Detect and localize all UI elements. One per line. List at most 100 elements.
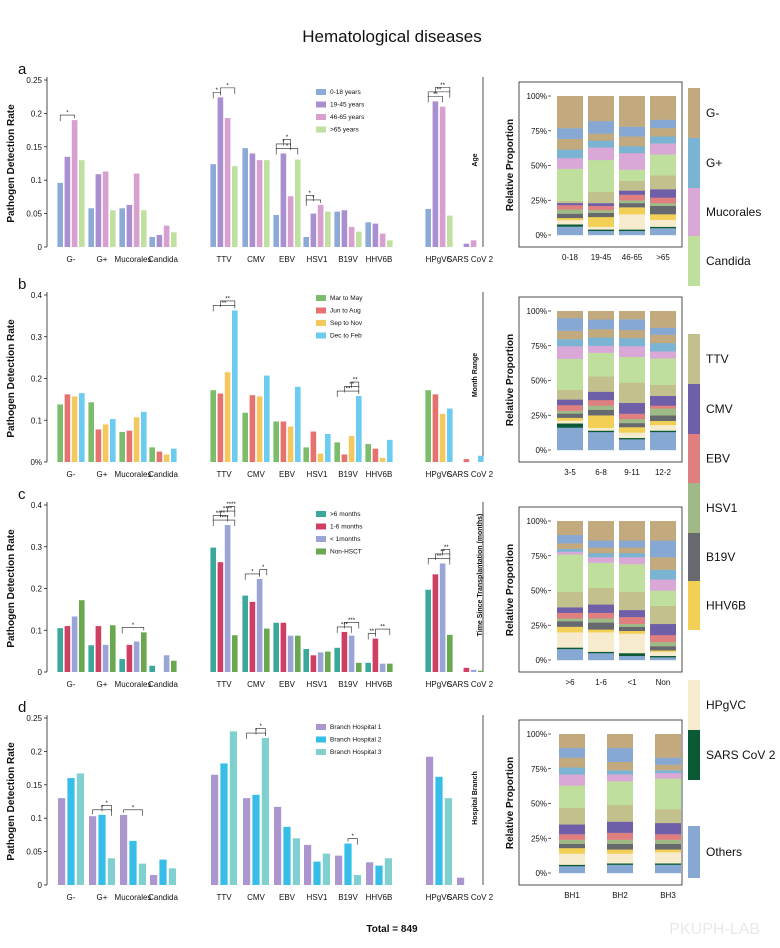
bar-a-1-11 bbox=[463, 243, 470, 247]
stack-seg-d-1-9 bbox=[607, 781, 633, 806]
stack-y-tick-label: 0% bbox=[535, 656, 547, 665]
sig-label: ** bbox=[437, 87, 442, 93]
sig-label: * bbox=[262, 565, 265, 571]
bar-a-2-5 bbox=[256, 160, 263, 247]
bar-c-3-10 bbox=[447, 634, 453, 672]
sig-label: * bbox=[282, 139, 285, 145]
stack-seg-c-3-11 bbox=[650, 569, 676, 580]
stack-seg-b-0-12 bbox=[557, 330, 583, 340]
stack-seg-d-0-8 bbox=[559, 807, 585, 825]
stack-seg-c-3-6 bbox=[650, 634, 676, 643]
stack-y-tick-label: 0% bbox=[535, 231, 547, 240]
sig-label: ** bbox=[222, 301, 227, 307]
stack-seg-c-0-4 bbox=[557, 621, 583, 627]
legend-swatch bbox=[316, 724, 326, 730]
legend-label: Non-HSCT bbox=[330, 549, 362, 556]
stack-x-label: Non bbox=[656, 678, 671, 687]
x-tick-label: SARS CoV 2 bbox=[447, 255, 494, 264]
stack-seg-b-3-2 bbox=[650, 424, 676, 431]
stack-seg-b-0-5 bbox=[557, 410, 583, 414]
x-tick-label: HSV1 bbox=[307, 470, 328, 479]
bar-a-3-6 bbox=[295, 159, 301, 247]
bar-b-2-9 bbox=[379, 457, 386, 462]
stack-seg-b-3-4 bbox=[650, 415, 676, 422]
bar-b-2-2 bbox=[133, 417, 140, 462]
bar-c-1-8 bbox=[341, 631, 348, 672]
stack-seg-d-0-5 bbox=[559, 839, 585, 845]
stack-y-tick-label: 75% bbox=[531, 765, 547, 774]
category-swatch bbox=[688, 188, 700, 236]
sig-label: * bbox=[216, 88, 219, 94]
stack-seg-d-2-7 bbox=[655, 822, 681, 835]
stack-seg-c-0-9 bbox=[557, 554, 583, 593]
x-tick-label: HSV1 bbox=[307, 893, 328, 902]
y-tick-label: 0.2 bbox=[31, 375, 43, 384]
stack-seg-b-1-10 bbox=[588, 345, 614, 353]
y-tick-label: 0.2 bbox=[31, 109, 43, 118]
stack-seg-b-1-12 bbox=[588, 329, 614, 338]
stack-seg-c-3-0 bbox=[650, 657, 676, 661]
bar-d-2-10 bbox=[444, 798, 452, 885]
bar-a-2-8 bbox=[348, 226, 355, 247]
bar-d-0-11 bbox=[457, 877, 465, 885]
y-tick-label: 0.05 bbox=[26, 210, 42, 219]
sig-label: * bbox=[132, 623, 135, 629]
bar-d-2-8 bbox=[353, 874, 361, 885]
panel-d: d Pathogen Detection Rate 0 0.05 0.1 0.15 0.2 0… bbox=[6, 699, 683, 902]
panel-a: a Pathogen Detection Rate 0 0.05 0.1 0.15 0.2 0… bbox=[6, 61, 683, 264]
bar-c-3-6 bbox=[295, 635, 301, 672]
category-label: Mucorales bbox=[706, 205, 761, 219]
stack-seg-d-1-3 bbox=[607, 849, 633, 854]
stack-seg-c-1-4 bbox=[588, 622, 614, 630]
bar-b-2-10 bbox=[439, 413, 446, 462]
bar-d-2-2 bbox=[138, 863, 146, 885]
stack-seg-a-3-5 bbox=[650, 203, 676, 207]
legend-label: Jun to Aug bbox=[330, 308, 361, 315]
panel-letter: d bbox=[18, 699, 26, 716]
legend-label: Branch Hospital 1 bbox=[330, 724, 382, 731]
bar-d-0-7 bbox=[304, 844, 312, 885]
stack-seg-b-1-1 bbox=[588, 430, 614, 433]
sig-label: * bbox=[101, 805, 104, 811]
stack-seg-c-2-11 bbox=[619, 552, 645, 558]
category-swatch bbox=[688, 138, 700, 188]
legend-label: Branch Hospital 3 bbox=[330, 749, 382, 756]
bar-a-1-4 bbox=[217, 97, 224, 247]
stack-seg-a-1-0 bbox=[588, 230, 614, 236]
legend-swatch bbox=[316, 126, 326, 133]
bar-b-1-7 bbox=[310, 431, 317, 462]
stack-frame bbox=[518, 296, 683, 463]
bar-a-0-5 bbox=[242, 148, 248, 247]
bar-d-2-6 bbox=[292, 838, 300, 885]
stack-seg-d-2-12 bbox=[655, 764, 681, 771]
stack-seg-a-1-1 bbox=[588, 229, 614, 232]
bar-c-1-2 bbox=[126, 644, 133, 672]
stack-seg-a-3-2 bbox=[650, 219, 676, 227]
stack-y-tick-label: 75% bbox=[531, 552, 547, 561]
stack-seg-b-2-3 bbox=[619, 427, 645, 433]
bar-d-2-5 bbox=[261, 738, 269, 885]
stack-seg-c-0-8 bbox=[557, 591, 583, 608]
bar-c-3-8 bbox=[356, 662, 362, 672]
category-label: Candida bbox=[706, 254, 751, 268]
bar-d-2-3 bbox=[168, 868, 176, 885]
bar-c-0-9 bbox=[365, 662, 371, 672]
x-tick-label: G+ bbox=[97, 470, 108, 479]
stack-seg-d-0-3 bbox=[559, 847, 585, 854]
y-tick-label: 0.2 bbox=[31, 585, 43, 594]
sig-label: **** bbox=[219, 516, 229, 522]
stack-seg-b-2-6 bbox=[619, 413, 645, 420]
bar-b-3-6 bbox=[295, 386, 301, 462]
bar-b-1-10 bbox=[432, 394, 439, 462]
category-swatch bbox=[688, 533, 700, 581]
stack-seg-d-1-11 bbox=[607, 770, 633, 775]
stack-seg-c-1-1 bbox=[588, 651, 614, 654]
sig-bracket bbox=[427, 96, 443, 103]
stack-seg-b-3-0 bbox=[650, 431, 676, 451]
sig-bracket bbox=[244, 573, 260, 580]
stack-seg-c-3-10 bbox=[650, 579, 676, 591]
stack-seg-d-0-2 bbox=[559, 853, 585, 865]
stack-seg-b-1-8 bbox=[588, 376, 614, 392]
stack-x-label: 3-5 bbox=[564, 468, 576, 477]
stack-seg-d-2-4 bbox=[655, 843, 681, 850]
